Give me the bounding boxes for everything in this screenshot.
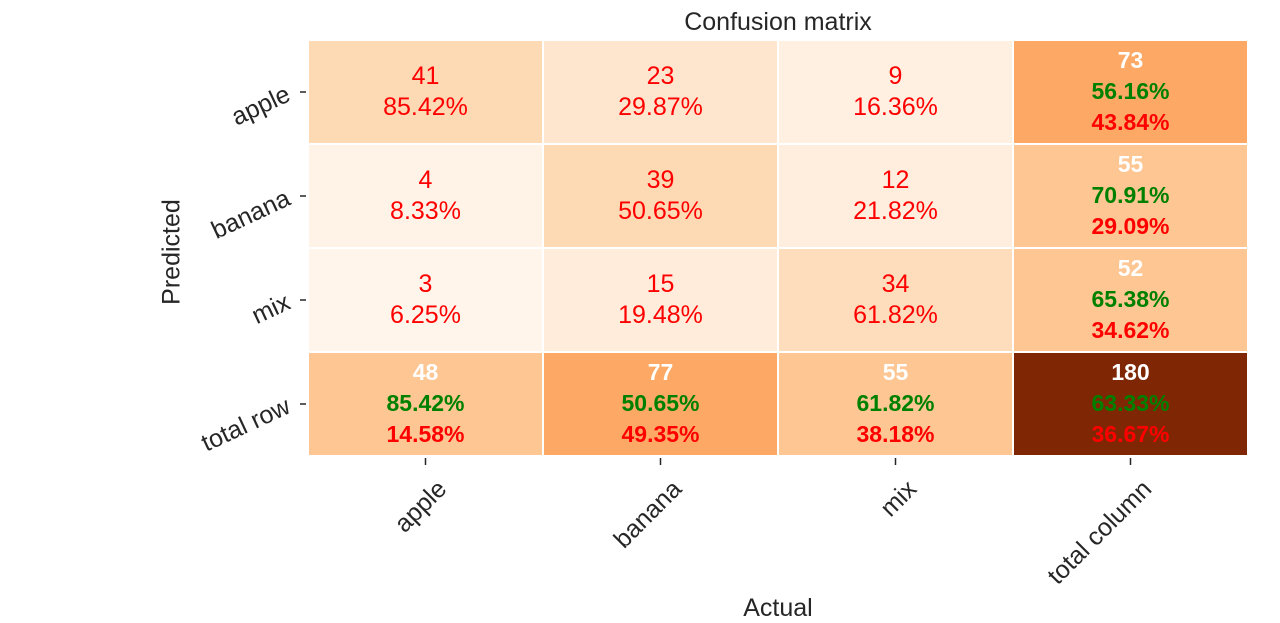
heatmap-cell	[1012, 143, 1249, 249]
heatmap-cell	[777, 39, 1014, 145]
heatmap-cell	[542, 247, 779, 353]
heatmap-cell	[307, 351, 544, 457]
cell-count-label: 4	[419, 166, 433, 194]
total-wrong-label: 38.18%	[856, 421, 934, 447]
total-correct-label: 63.33%	[1091, 390, 1169, 416]
x-tick-label: apple	[389, 475, 452, 538]
cell-percent-label: 85.42%	[383, 93, 468, 121]
cell-percent-label: 61.82%	[853, 301, 938, 329]
chart-title: Confusion matrix	[684, 8, 872, 36]
heatmap-cell	[777, 143, 1014, 249]
y-tick-label: banana	[207, 184, 295, 245]
total-count-label: 73	[1118, 47, 1144, 73]
heatmap-cell	[542, 39, 779, 145]
heatmap-cell	[1012, 351, 1249, 457]
heatmap-cell	[1012, 247, 1249, 353]
heatmap-cell	[542, 351, 779, 457]
heatmap-cell	[542, 143, 779, 249]
heatmap-cell	[307, 39, 544, 145]
x-tick-label: banana	[608, 475, 687, 554]
total-wrong-label: 36.67%	[1091, 421, 1169, 447]
heatmap-cell	[307, 247, 544, 353]
cell-count-label: 15	[647, 270, 675, 298]
total-count-label: 48	[413, 359, 439, 385]
cell-percent-label: 50.65%	[618, 197, 703, 225]
total-wrong-label: 14.58%	[386, 421, 464, 447]
cell-percent-label: 8.33%	[390, 197, 461, 225]
x-tick-label: total column	[1042, 475, 1157, 590]
total-correct-label: 61.82%	[856, 390, 934, 416]
cell-count-label: 39	[647, 166, 675, 194]
total-count-label: 180	[1111, 359, 1149, 385]
total-correct-label: 85.42%	[386, 390, 464, 416]
total-count-label: 55	[1118, 151, 1144, 177]
total-wrong-label: 29.09%	[1091, 213, 1169, 239]
total-count-label: 55	[883, 359, 909, 385]
cell-percent-label: 21.82%	[853, 197, 938, 225]
total-correct-label: 56.16%	[1091, 78, 1169, 104]
cell-count-label: 34	[882, 270, 910, 298]
cell-count-label: 12	[882, 166, 910, 194]
total-count-label: 77	[648, 359, 674, 385]
cell-percent-label: 16.36%	[853, 93, 938, 121]
total-correct-label: 50.65%	[621, 390, 699, 416]
cell-count-label: 3	[419, 270, 433, 298]
cell-count-label: 9	[889, 62, 903, 90]
cell-count-label: 41	[412, 62, 440, 90]
heatmap-cell	[777, 351, 1014, 457]
cell-percent-label: 6.25%	[390, 301, 461, 329]
heatmap-cell	[307, 143, 544, 249]
total-count-label: 52	[1118, 255, 1144, 281]
total-correct-label: 65.38%	[1091, 286, 1169, 312]
cell-percent-label: 19.48%	[618, 301, 703, 329]
x-tick-label: mix	[875, 475, 923, 523]
total-correct-label: 70.91%	[1091, 182, 1169, 208]
cell-percent-label: 29.87%	[618, 93, 703, 121]
y-tick-label: apple	[227, 80, 294, 131]
y-tick-label: mix	[247, 288, 295, 330]
x-axis-label: Actual	[743, 594, 813, 622]
total-wrong-label: 34.62%	[1091, 317, 1169, 343]
cell-count-label: 23	[647, 62, 675, 90]
total-wrong-label: 49.35%	[621, 421, 699, 447]
y-tick-label: total row	[197, 392, 295, 458]
heatmap-cell	[777, 247, 1014, 353]
total-wrong-label: 43.84%	[1091, 109, 1169, 135]
